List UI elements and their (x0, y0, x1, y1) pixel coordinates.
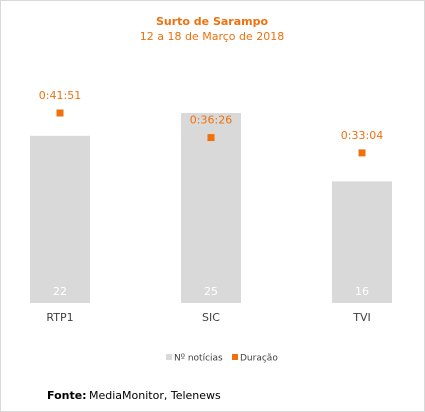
duration-marker (207, 134, 215, 142)
bar (30, 135, 90, 303)
legend-label: Nº notícias (174, 354, 223, 364)
bar (332, 181, 392, 303)
legend-swatch (166, 354, 172, 360)
duration-label: 0:36:26 (190, 114, 232, 127)
legend-label: Duração (240, 354, 278, 364)
x-tick-label: RTP1 (46, 311, 73, 324)
x-tick-label: SIC (202, 311, 220, 324)
bar-value-label: 16 (355, 285, 369, 298)
x-tick-label: TVI (352, 311, 371, 324)
duration-marker (56, 109, 64, 117)
legend-swatch (232, 354, 238, 360)
bar-value-label: 25 (204, 285, 218, 298)
chart-title: Surto de Sarampo (156, 15, 269, 28)
footer-label: Fonte: (47, 389, 87, 402)
duration-marker (358, 149, 366, 157)
footer-text: MediaMonitor, Telenews (89, 389, 221, 402)
bar (181, 113, 241, 303)
chart-subtitle: 12 a 18 de Março de 2018 (140, 30, 285, 43)
duration-label: 0:41:51 (39, 89, 81, 102)
duration-label: 0:33:04 (341, 129, 383, 142)
bar-value-label: 22 (53, 285, 67, 298)
